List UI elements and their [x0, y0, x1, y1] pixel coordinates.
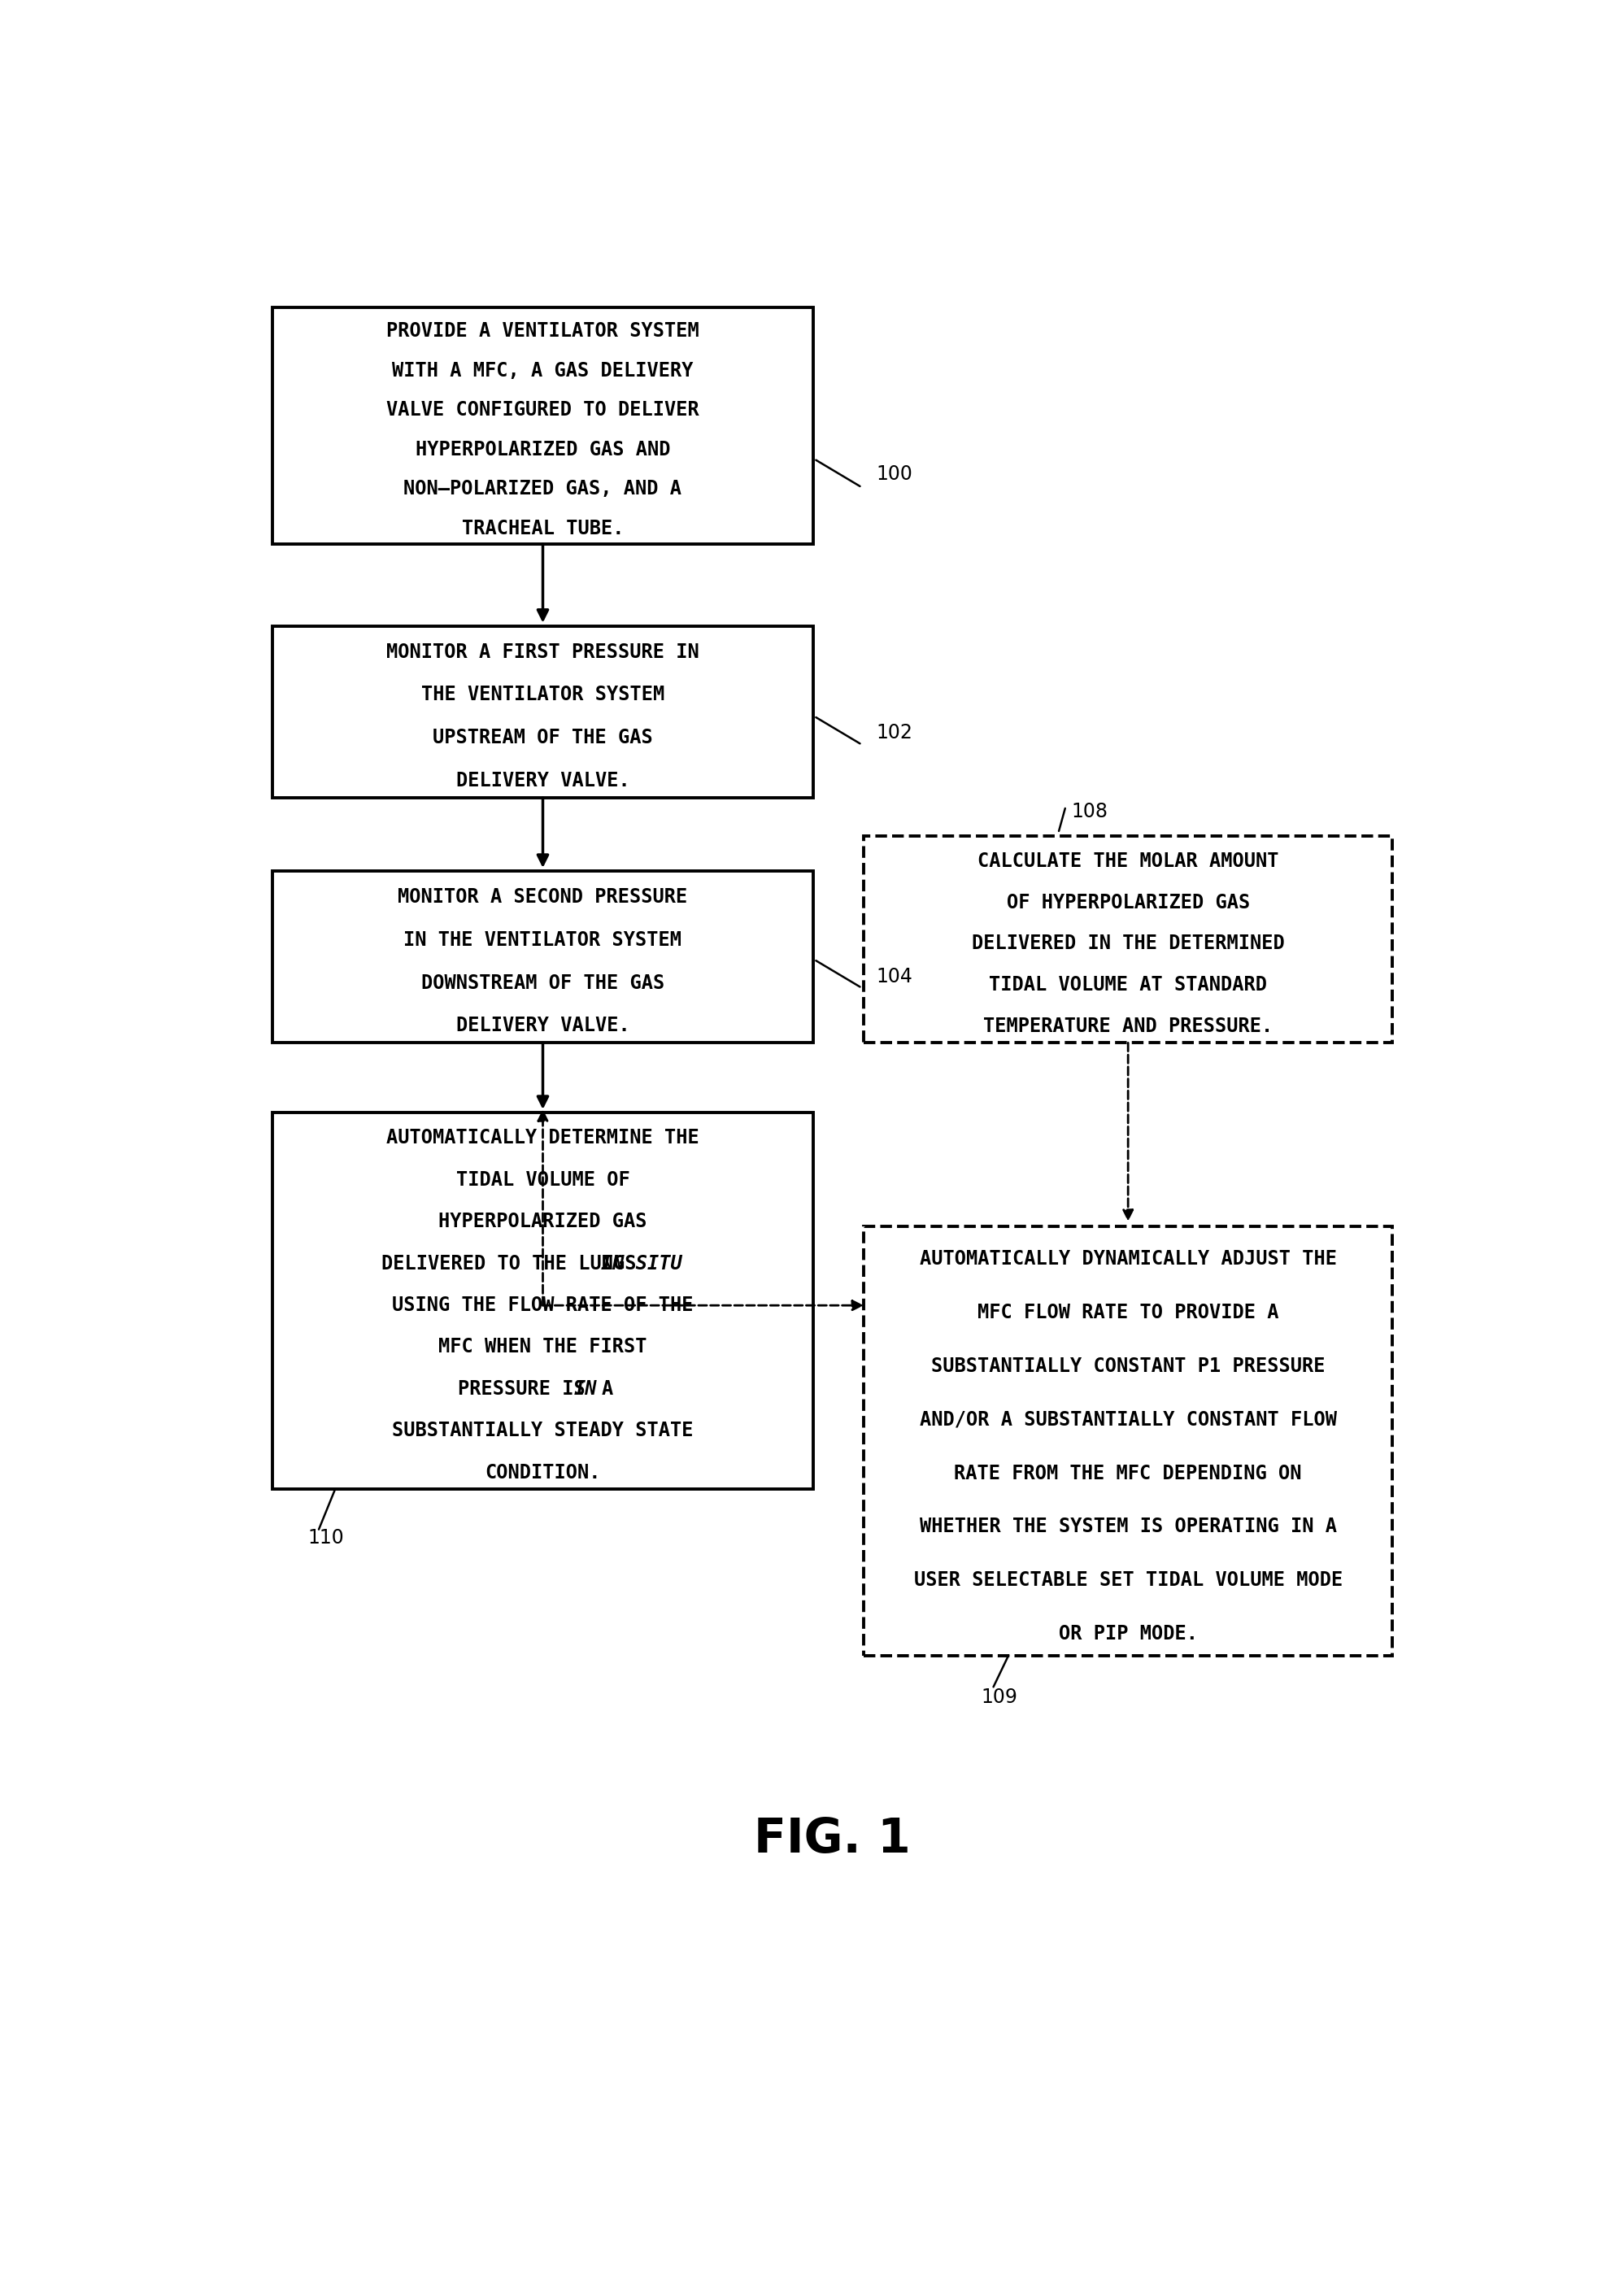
Text: MFC FLOW RATE TO PROVIDE A: MFC FLOW RATE TO PROVIDE A [978, 1302, 1278, 1323]
Text: CALCULATE THE MOLAR AMOUNT: CALCULATE THE MOLAR AMOUNT [978, 852, 1278, 871]
Text: AUTOMATICALLY DETERMINE THE: AUTOMATICALLY DETERMINE THE [387, 1127, 700, 1148]
FancyBboxPatch shape [273, 307, 814, 543]
Text: MONITOR A SECOND PRESSURE: MONITOR A SECOND PRESSURE [398, 886, 687, 907]
Text: FIG. 1: FIG. 1 [754, 1816, 911, 1862]
Text: THE VENTILATOR SYSTEM: THE VENTILATOR SYSTEM [421, 684, 664, 705]
Text: AND/OR A SUBSTANTIALLY CONSTANT FLOW: AND/OR A SUBSTANTIALLY CONSTANT FLOW [919, 1409, 1337, 1430]
Text: IN SITU: IN SITU [601, 1255, 682, 1273]
Text: WHETHER THE SYSTEM IS OPERATING IN A: WHETHER THE SYSTEM IS OPERATING IN A [919, 1516, 1337, 1537]
Text: VALVE CONFIGURED TO DELIVER: VALVE CONFIGURED TO DELIVER [387, 400, 700, 421]
Text: TIDAL VOLUME OF: TIDAL VOLUME OF [456, 1171, 630, 1189]
Text: A: A [601, 1380, 612, 1398]
Text: OR PIP MODE.: OR PIP MODE. [1059, 1625, 1197, 1643]
Text: TRACHEAL TUBE.: TRACHEAL TUBE. [461, 518, 624, 539]
Text: IN THE VENTILATOR SYSTEM: IN THE VENTILATOR SYSTEM [404, 930, 682, 950]
Text: OF HYPERPOLARIZED GAS: OF HYPERPOLARIZED GAS [1007, 893, 1250, 911]
Text: UPSTREAM OF THE GAS: UPSTREAM OF THE GAS [432, 727, 653, 748]
Text: TIDAL VOLUME AT STANDARD: TIDAL VOLUME AT STANDARD [989, 975, 1267, 996]
FancyBboxPatch shape [864, 836, 1392, 1043]
Text: PROVIDE A VENTILATOR SYSTEM: PROVIDE A VENTILATOR SYSTEM [387, 323, 700, 341]
Text: 100: 100 [877, 464, 913, 484]
Text: CONDITION.: CONDITION. [486, 1462, 601, 1482]
FancyBboxPatch shape [273, 627, 814, 798]
Text: NON–POLARIZED GAS, AND A: NON–POLARIZED GAS, AND A [404, 480, 682, 498]
Text: MONITOR A FIRST PRESSURE IN: MONITOR A FIRST PRESSURE IN [387, 643, 700, 661]
Text: WITH A MFC, A GAS DELIVERY: WITH A MFC, A GAS DELIVERY [391, 361, 693, 380]
Text: SUBSTANTIALLY STEADY STATE: SUBSTANTIALLY STEADY STATE [391, 1421, 693, 1441]
Text: USING THE FLOW RATE OF THE: USING THE FLOW RATE OF THE [391, 1296, 693, 1316]
Text: SUBSTANTIALLY CONSTANT P1 PRESSURE: SUBSTANTIALLY CONSTANT P1 PRESSURE [931, 1357, 1325, 1375]
FancyBboxPatch shape [864, 1227, 1392, 1655]
Text: 108: 108 [1072, 802, 1108, 821]
Text: PRESSURE IS: PRESSURE IS [458, 1380, 585, 1398]
Text: DELIVERY VALVE.: DELIVERY VALVE. [456, 1016, 630, 1036]
Text: USER SELECTABLE SET TIDAL VOLUME MODE: USER SELECTABLE SET TIDAL VOLUME MODE [914, 1571, 1343, 1591]
Text: MFC WHEN THE FIRST: MFC WHEN THE FIRST [438, 1337, 646, 1357]
Text: RATE FROM THE MFC DEPENDING ON: RATE FROM THE MFC DEPENDING ON [955, 1464, 1302, 1482]
Text: DOWNSTREAM OF THE GAS: DOWNSTREAM OF THE GAS [421, 973, 664, 993]
Text: AUTOMATICALLY DYNAMICALLY ADJUST THE: AUTOMATICALLY DYNAMICALLY ADJUST THE [919, 1250, 1337, 1268]
FancyBboxPatch shape [273, 1114, 814, 1489]
Text: HYPERPOLARIZED GAS AND: HYPERPOLARIZED GAS AND [416, 439, 671, 459]
FancyBboxPatch shape [273, 871, 814, 1043]
Text: DELIVERED TO THE LUNGS: DELIVERED TO THE LUNGS [382, 1255, 637, 1273]
Text: 104: 104 [877, 966, 913, 986]
Text: TEMPERATURE AND PRESSURE.: TEMPERATURE AND PRESSURE. [983, 1016, 1273, 1036]
Text: 110: 110 [307, 1527, 344, 1548]
Text: IN: IN [573, 1380, 598, 1398]
Text: DELIVERED IN THE DETERMINED: DELIVERED IN THE DETERMINED [971, 934, 1285, 952]
Text: 102: 102 [877, 723, 913, 743]
Text: 109: 109 [981, 1687, 1017, 1707]
Text: HYPERPOLARIZED GAS: HYPERPOLARIZED GAS [438, 1212, 646, 1232]
Text: DELIVERY VALVE.: DELIVERY VALVE. [456, 771, 630, 791]
